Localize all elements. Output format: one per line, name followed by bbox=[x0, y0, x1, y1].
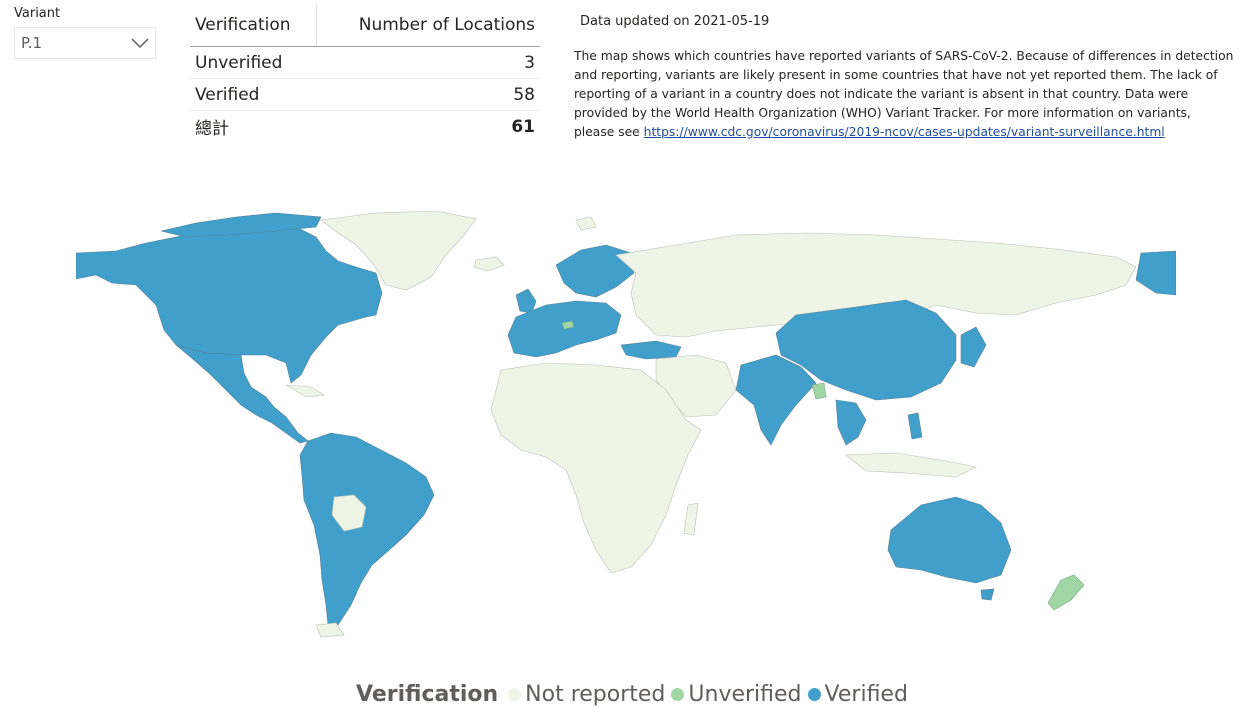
russia[interactable] bbox=[615, 232, 1137, 338]
legend-label: Unverified bbox=[688, 681, 802, 707]
info-description: The map shows which countries have repor… bbox=[574, 49, 1234, 139]
total-label: 總計 bbox=[190, 110, 317, 142]
world-map[interactable] bbox=[76, 205, 1176, 645]
variant-selected-value: P.1 bbox=[21, 34, 43, 52]
table-total-row: 總計 61 bbox=[190, 110, 540, 142]
japan-korea[interactable] bbox=[960, 326, 987, 368]
antarctica-fragment[interactable] bbox=[315, 622, 345, 638]
caribbean[interactable] bbox=[285, 384, 325, 398]
total-value: 61 bbox=[316, 110, 540, 142]
variant-dropdown[interactable]: P.1 bbox=[14, 27, 156, 59]
column-header-number-of-locations[interactable]: Number of Locations bbox=[316, 4, 540, 47]
south-america[interactable] bbox=[299, 432, 435, 626]
iceland[interactable] bbox=[473, 256, 505, 272]
variant-slicer: Variant P.1 bbox=[14, 6, 160, 59]
legend-label: Verified bbox=[824, 681, 908, 707]
row-value: 58 bbox=[316, 78, 540, 111]
chevron-down-icon bbox=[131, 38, 149, 48]
legend-dot-unverified bbox=[671, 687, 685, 701]
svalbard[interactable] bbox=[575, 216, 597, 231]
scandinavia[interactable] bbox=[555, 244, 635, 298]
legend-title: Verification bbox=[356, 681, 499, 707]
bangladesh[interactable] bbox=[811, 382, 827, 400]
legend-item-not-reported[interactable]: Not reported bbox=[508, 682, 665, 707]
uk-ireland[interactable] bbox=[515, 288, 537, 314]
map-legend: Verification Not reported Unverified Ver… bbox=[356, 679, 914, 709]
variant-surveillance-link[interactable]: https://www.cdc.gov/coronavirus/2019-nco… bbox=[643, 125, 1165, 139]
switzerland[interactable] bbox=[561, 320, 575, 330]
table-row[interactable]: Unverified 3 bbox=[190, 46, 540, 79]
data-updated-text: Data updated on 2021-05-19 bbox=[580, 14, 770, 29]
philippines[interactable] bbox=[907, 412, 923, 440]
greenland[interactable] bbox=[320, 210, 477, 291]
legend-item-verified[interactable]: Verified bbox=[807, 681, 908, 707]
bolivia[interactable] bbox=[331, 494, 367, 532]
legend-item-unverified[interactable]: Unverified bbox=[671, 681, 802, 707]
table-row[interactable]: Verified 58 bbox=[190, 78, 540, 111]
india[interactable] bbox=[735, 354, 817, 446]
verification-table: Verification Number of Locations Unverif… bbox=[190, 4, 540, 142]
tasmania[interactable] bbox=[980, 588, 995, 601]
legend-dot-verified bbox=[807, 687, 821, 701]
column-header-verification[interactable]: Verification bbox=[190, 4, 317, 47]
info-textbox: Data updated on 2021-05-19 The map shows… bbox=[574, 12, 1234, 142]
southeast-asia[interactable] bbox=[835, 399, 867, 446]
turkey[interactable] bbox=[620, 340, 682, 360]
australia[interactable] bbox=[887, 496, 1012, 584]
indonesia[interactable] bbox=[845, 452, 977, 478]
africa[interactable] bbox=[490, 362, 702, 574]
row-value: 3 bbox=[316, 46, 540, 79]
east-russia[interactable] bbox=[1135, 250, 1176, 296]
china-mongolia[interactable] bbox=[775, 299, 957, 401]
row-label: Verified bbox=[190, 78, 317, 111]
row-label: Unverified bbox=[190, 46, 317, 79]
legend-dot-not-reported bbox=[508, 687, 522, 701]
madagascar[interactable] bbox=[683, 502, 699, 536]
canada-islands[interactable] bbox=[160, 212, 322, 238]
legend-label: Not reported bbox=[525, 681, 666, 707]
new-zealand[interactable] bbox=[1047, 574, 1085, 611]
slicer-title: Variant bbox=[14, 6, 61, 21]
